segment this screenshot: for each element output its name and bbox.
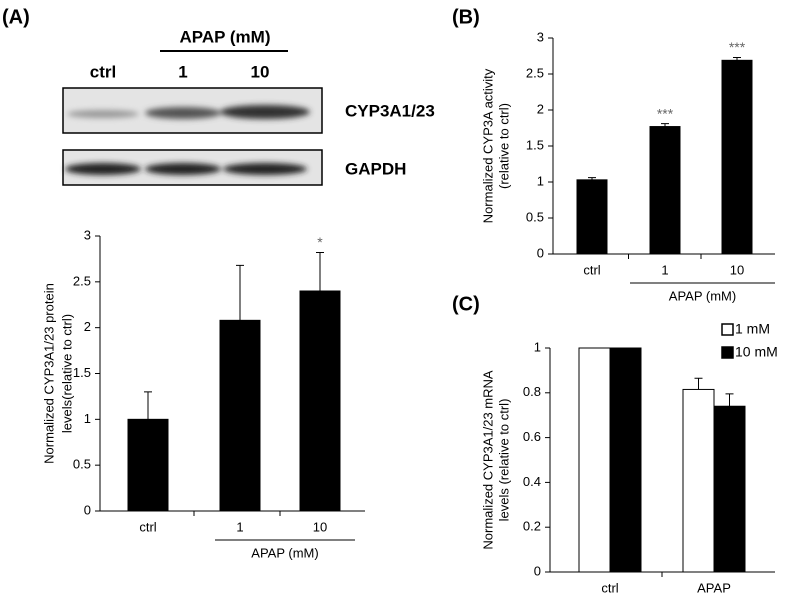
y-tick-label: 1	[534, 339, 541, 354]
y-tick-label: 1	[84, 411, 91, 426]
error-bar	[144, 391, 152, 420]
bar	[576, 179, 608, 255]
blot-group: APAP (mM)	[180, 27, 271, 46]
y-tick-label: 2.5	[526, 65, 544, 80]
bands	[65, 163, 307, 175]
bar	[721, 59, 753, 255]
error-bar	[316, 252, 324, 291]
annotation: *	[317, 234, 323, 250]
y-tick-label: 0.6	[523, 429, 541, 444]
bar	[649, 126, 681, 255]
legend-label: 10 mM	[735, 344, 778, 360]
y-tick-label: 1	[537, 173, 544, 188]
y-tick-label: 0.8	[523, 384, 541, 399]
annotation: ***	[729, 39, 746, 55]
bar	[609, 347, 642, 573]
y-tick-label: 1.5	[73, 365, 91, 380]
y-tick-label: 0	[534, 563, 541, 578]
annotation: ***	[657, 105, 674, 121]
bar	[299, 290, 341, 512]
error-bar	[733, 56, 741, 61]
y-tick-label: 0.5	[526, 209, 544, 224]
x-tick-label: ctrl	[601, 580, 618, 595]
y-axis-label: levels (relative to ctrl)	[496, 399, 511, 522]
y-tick-label: 0	[84, 502, 91, 517]
legend-label: 1 mM	[735, 321, 770, 337]
y-axis-label: Normalized CYP3A activity	[480, 68, 495, 223]
y-tick-label: 0.4	[523, 474, 541, 489]
x-tick-label: ctrl	[583, 262, 600, 277]
y-tick-label: 2	[84, 319, 91, 334]
bands	[67, 105, 310, 119]
x-tick-label: 1	[661, 262, 668, 277]
error-bar	[725, 393, 734, 407]
x-tick-label: 10	[730, 262, 744, 277]
y-axis-label: Normalized CYP3A1/23 protein	[41, 283, 56, 464]
group-label: APAP (mM)	[669, 288, 736, 303]
bar	[578, 347, 611, 573]
panel-label: (B)	[452, 6, 480, 28]
y-tick-label: 0	[537, 245, 544, 260]
legend-swatch	[721, 323, 734, 336]
blot-row-label: GAPDH	[345, 159, 406, 178]
bar	[127, 418, 169, 512]
x-tick-label: 10	[313, 519, 327, 534]
y-tick-label: 0.2	[523, 519, 541, 534]
x-tick-label: APAP	[697, 580, 731, 595]
error-bar	[236, 264, 244, 321]
error-bar	[661, 123, 669, 127]
y-tick-label: 2	[537, 101, 544, 116]
y-axis-label: Normalized CYP3A1/23 mRNA	[480, 370, 495, 550]
x-tick-label: 1	[236, 519, 243, 534]
panel-label: (C)	[452, 293, 480, 315]
error-bar	[588, 177, 596, 180]
lane-label: 1	[178, 62, 187, 81]
y-tick-label: 1.5	[526, 137, 544, 152]
y-tick-label: 3	[537, 29, 544, 44]
y-tick-label: 0.5	[73, 457, 91, 472]
lane-label: ctrl	[90, 62, 116, 81]
bar	[219, 319, 261, 512]
y-axis-label: levels(relative to ctrl)	[59, 314, 74, 433]
panel-label: (A)	[2, 6, 30, 28]
legend-swatch	[721, 346, 734, 359]
bar	[713, 405, 746, 573]
lane-label: 10	[251, 62, 270, 81]
group-label: APAP (mM)	[251, 545, 318, 560]
x-tick-label: ctrl	[139, 519, 156, 534]
blot-row-label: CYP3A1/23	[345, 101, 435, 120]
y-tick-label: 3	[84, 227, 91, 242]
y-tick-label: 2.5	[73, 273, 91, 288]
error-bar	[694, 377, 703, 390]
y-axis-label: (relative to ctrl)	[496, 103, 511, 189]
bar	[682, 388, 715, 573]
